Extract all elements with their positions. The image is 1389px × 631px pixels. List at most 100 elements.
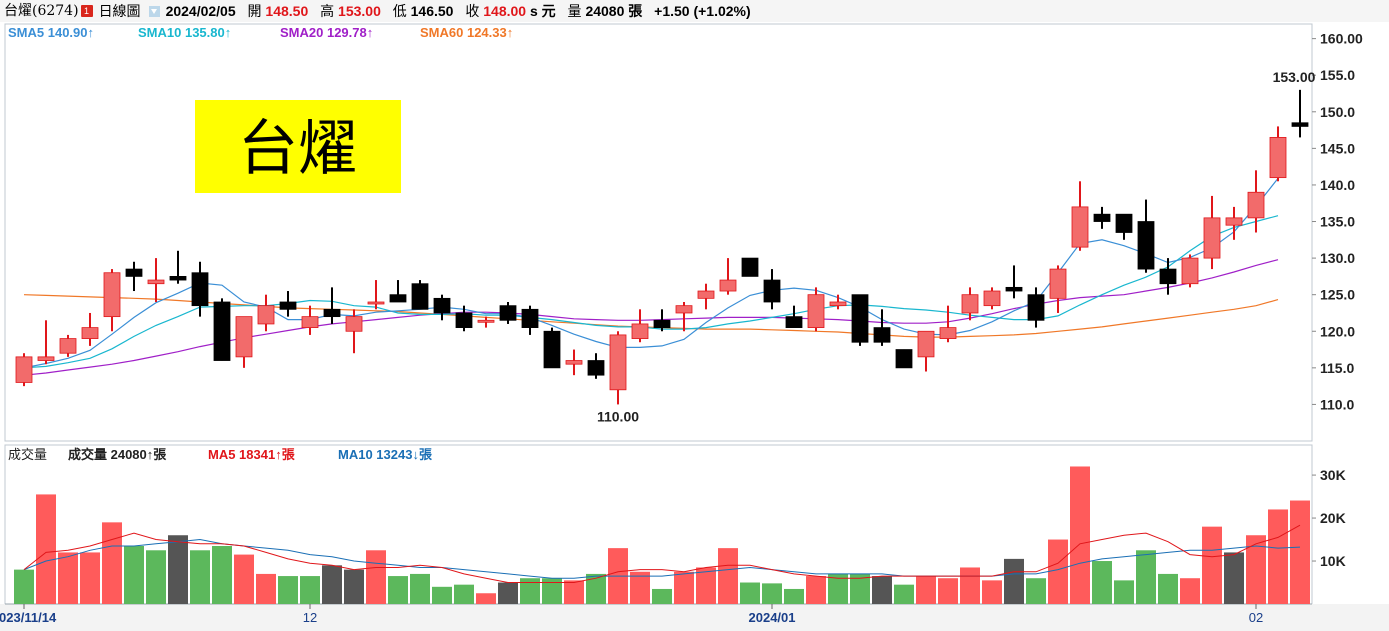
volume-legend-item: MA10 13243↓張 bbox=[338, 447, 433, 462]
volume-bar bbox=[828, 573, 848, 604]
volume-bar bbox=[146, 550, 166, 604]
low-label: 低 bbox=[392, 3, 407, 19]
candle-body bbox=[1291, 122, 1309, 127]
candle-body bbox=[455, 312, 473, 329]
candle-body bbox=[719, 279, 737, 292]
sma60-line bbox=[23, 294, 1279, 338]
volume-unit: 張 bbox=[628, 3, 643, 19]
candle bbox=[389, 280, 407, 303]
sma10-line bbox=[23, 215, 1279, 369]
candle bbox=[961, 287, 979, 321]
candle-body bbox=[873, 327, 891, 343]
watermark-text: 台燿 bbox=[238, 114, 358, 184]
volume-bar bbox=[212, 545, 232, 604]
candle-body bbox=[257, 305, 275, 325]
volume-bar bbox=[894, 584, 914, 604]
candle-body bbox=[1225, 217, 1243, 226]
candle bbox=[1269, 126, 1287, 182]
volume-bar bbox=[674, 571, 694, 604]
candle-body bbox=[367, 301, 385, 305]
candle-body bbox=[125, 268, 143, 277]
stock-name[interactable]: 台燿(6274) bbox=[4, 3, 79, 19]
candle bbox=[719, 258, 737, 295]
candle-body bbox=[15, 356, 33, 383]
candle-body bbox=[565, 360, 583, 365]
volume-bar bbox=[476, 593, 496, 604]
candle bbox=[1181, 254, 1199, 288]
candle bbox=[565, 349, 583, 376]
volume-bar bbox=[542, 578, 562, 604]
volume-value: 24080 bbox=[585, 3, 625, 19]
volume-bar bbox=[564, 580, 584, 604]
volume-bar bbox=[1092, 561, 1112, 604]
price-tick-label: 120.0 bbox=[1320, 323, 1355, 339]
candle-body bbox=[1115, 213, 1133, 233]
volume-bar bbox=[1290, 500, 1310, 604]
x-tick-label: 12 bbox=[303, 610, 317, 625]
volume-bar bbox=[520, 578, 540, 604]
candle-body bbox=[147, 279, 165, 285]
volume-bar bbox=[14, 569, 34, 604]
price-change: +1.50 (+1.02%) bbox=[654, 3, 751, 19]
price-legend-item: SMA10 135.80↑ bbox=[138, 25, 231, 40]
candle-body bbox=[653, 319, 671, 329]
volume-bar bbox=[388, 576, 408, 604]
volume-bar bbox=[234, 554, 254, 604]
low-annotation: 110.00 bbox=[597, 408, 639, 424]
volume-bar bbox=[124, 545, 144, 604]
candle bbox=[851, 294, 869, 346]
volume-bar bbox=[630, 571, 650, 604]
x-tick-label: 02 bbox=[1249, 610, 1263, 625]
volume-legend-item: 成交量 bbox=[8, 447, 47, 462]
price-tick-label: 110.0 bbox=[1320, 396, 1354, 412]
candle bbox=[785, 305, 803, 329]
volume-legend-item: 成交量 24080↑張 bbox=[68, 447, 167, 462]
quote-date: 2024/02/05 bbox=[165, 3, 236, 19]
candle bbox=[1203, 195, 1221, 270]
stock-chart[interactable]: 台燿 160.00 155.0 150.0 145.0 140.0 135.0 130.0 12… bbox=[0, 22, 1389, 631]
candle-body bbox=[1269, 136, 1287, 179]
volume-bar bbox=[696, 567, 716, 604]
volume-bar bbox=[80, 552, 100, 604]
candle bbox=[81, 312, 99, 346]
candle bbox=[983, 287, 1001, 310]
quote-header: 台燿(6274) 1 日線圖 2024/02/05 開 148.50 高 153.00… bbox=[0, 0, 1389, 23]
candle-body bbox=[807, 294, 825, 329]
candle bbox=[873, 309, 891, 346]
candle-body bbox=[829, 301, 847, 307]
candle-body bbox=[983, 290, 1001, 307]
candle bbox=[103, 269, 121, 332]
candle bbox=[1159, 258, 1177, 295]
price-tick-label: 150.0 bbox=[1320, 104, 1355, 120]
dropdown-icon[interactable] bbox=[148, 6, 160, 17]
candle-body bbox=[675, 305, 693, 314]
volume-bar bbox=[960, 567, 980, 604]
candle-body bbox=[499, 305, 517, 321]
candle-body bbox=[1203, 217, 1221, 259]
candle-body bbox=[59, 338, 77, 354]
volume-bar bbox=[58, 552, 78, 604]
sma5-line bbox=[23, 178, 1279, 369]
volume-bar bbox=[102, 522, 122, 604]
candle-body bbox=[851, 294, 869, 343]
candle bbox=[1291, 89, 1309, 138]
candle-body bbox=[961, 294, 979, 314]
high-annotation: 153.00 bbox=[1273, 69, 1316, 85]
candle bbox=[1005, 265, 1023, 299]
period-selector-label[interactable]: 日線圖 bbox=[98, 3, 141, 19]
candle-body bbox=[697, 290, 715, 299]
candle bbox=[609, 331, 627, 405]
watermark-box bbox=[195, 100, 401, 193]
volume-bar bbox=[762, 583, 782, 604]
volume-bar bbox=[982, 580, 1002, 604]
candle bbox=[499, 302, 517, 324]
candle-body bbox=[1181, 257, 1199, 285]
volume-bar bbox=[1268, 509, 1288, 604]
volume-bar bbox=[1136, 550, 1156, 604]
volume-bar bbox=[432, 586, 452, 604]
candle-body bbox=[191, 272, 209, 307]
candle-body bbox=[939, 327, 957, 339]
candle bbox=[1247, 170, 1265, 233]
volume-bar bbox=[718, 548, 738, 604]
price-tick-label: 130.0 bbox=[1320, 250, 1355, 266]
